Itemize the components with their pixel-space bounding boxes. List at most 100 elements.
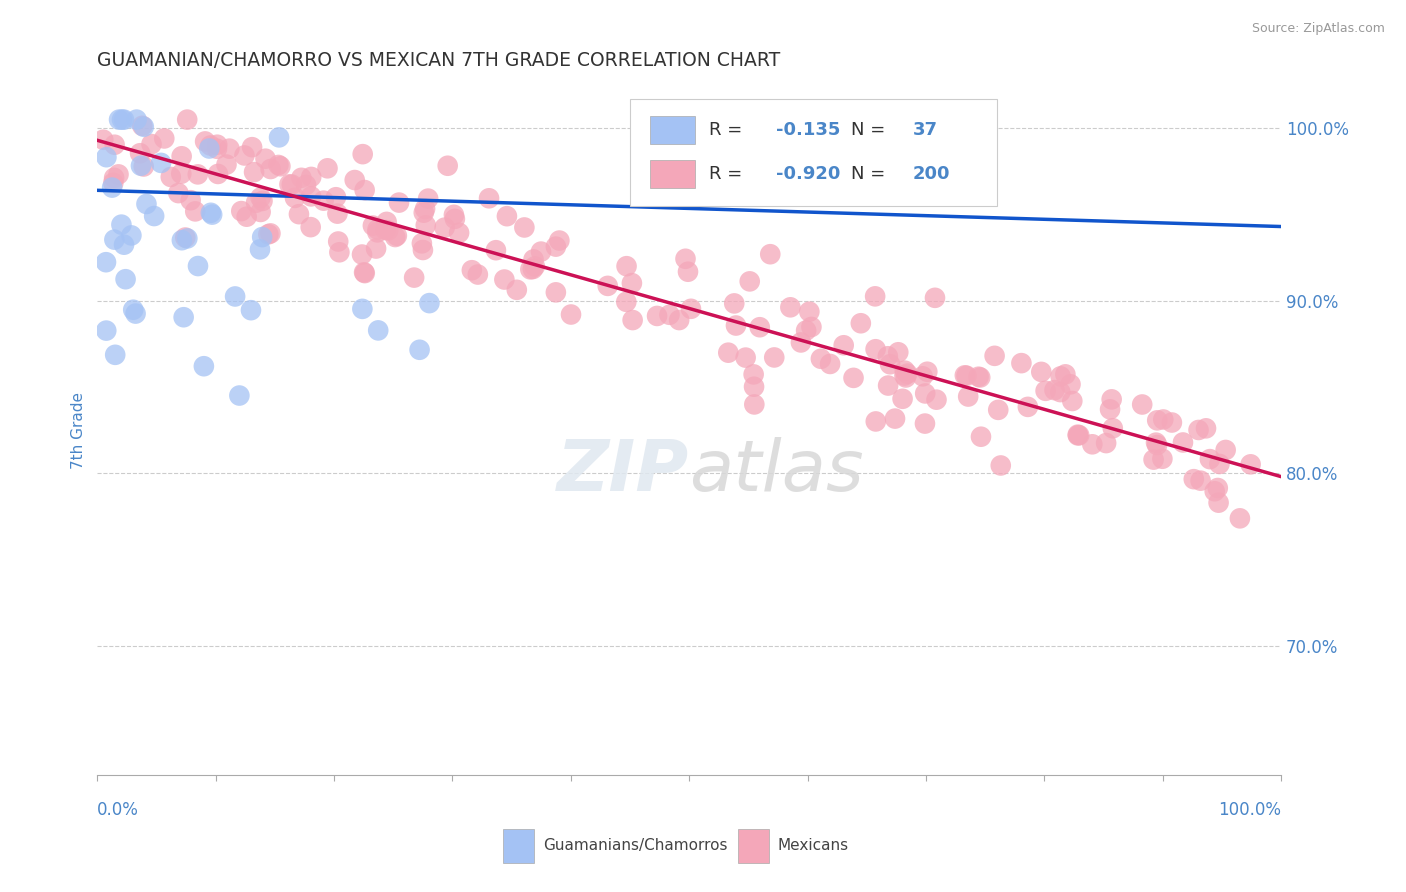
Point bbox=[1099, 402, 1122, 417]
Point bbox=[267, 158, 290, 172]
Point bbox=[143, 209, 166, 223]
Point bbox=[415, 219, 437, 233]
Point bbox=[738, 274, 761, 288]
Text: N =: N = bbox=[851, 121, 891, 139]
Point bbox=[485, 244, 508, 258]
Point bbox=[478, 191, 501, 205]
Point bbox=[180, 193, 202, 207]
Text: 200: 200 bbox=[912, 165, 950, 184]
Point bbox=[1152, 451, 1174, 466]
Text: 37: 37 bbox=[912, 121, 938, 139]
Point bbox=[645, 309, 668, 323]
Point bbox=[658, 308, 681, 322]
Point bbox=[404, 270, 426, 285]
Point bbox=[243, 165, 266, 179]
Point bbox=[1035, 384, 1057, 398]
Point bbox=[1043, 383, 1066, 397]
Text: 100.0%: 100.0% bbox=[1218, 801, 1281, 819]
Point bbox=[1067, 428, 1090, 442]
Point bbox=[114, 272, 136, 286]
Point bbox=[200, 138, 222, 153]
Point bbox=[91, 133, 114, 147]
Point bbox=[249, 205, 271, 219]
Point bbox=[444, 211, 467, 226]
Point bbox=[865, 343, 887, 357]
Point bbox=[259, 161, 281, 176]
Point bbox=[679, 301, 702, 316]
Point bbox=[675, 252, 697, 266]
Point bbox=[1095, 436, 1118, 450]
Point bbox=[967, 369, 990, 384]
Point bbox=[494, 272, 516, 286]
Point bbox=[668, 313, 690, 327]
Point bbox=[1146, 438, 1168, 452]
Point bbox=[295, 178, 318, 192]
Point bbox=[544, 285, 567, 300]
Point bbox=[1171, 435, 1194, 450]
Point bbox=[884, 411, 907, 425]
Point bbox=[269, 159, 291, 173]
Point bbox=[1142, 452, 1164, 467]
Point bbox=[170, 233, 193, 247]
Point bbox=[794, 324, 817, 338]
Point bbox=[267, 130, 290, 145]
Point bbox=[281, 178, 304, 192]
Point bbox=[112, 237, 135, 252]
Point bbox=[620, 276, 643, 290]
Point bbox=[1017, 400, 1039, 414]
Point bbox=[917, 365, 939, 379]
Point bbox=[433, 220, 456, 235]
Point bbox=[96, 324, 118, 338]
Text: ZIP: ZIP bbox=[557, 437, 689, 506]
Point bbox=[187, 167, 209, 181]
Point bbox=[215, 157, 238, 171]
Point bbox=[894, 370, 917, 384]
Point bbox=[122, 302, 145, 317]
Point bbox=[748, 320, 770, 334]
Text: Source: ZipAtlas.com: Source: ZipAtlas.com bbox=[1251, 22, 1385, 36]
Bar bbox=[650, 161, 695, 188]
Point bbox=[1199, 452, 1222, 467]
Point bbox=[353, 183, 375, 197]
Point bbox=[408, 343, 430, 357]
Point bbox=[744, 397, 766, 411]
Point bbox=[676, 265, 699, 279]
Point bbox=[104, 137, 127, 152]
Point bbox=[614, 294, 637, 309]
Point bbox=[250, 230, 273, 244]
Point bbox=[717, 345, 740, 359]
Point bbox=[184, 204, 207, 219]
Point bbox=[1067, 427, 1090, 442]
Point bbox=[413, 202, 436, 216]
Point bbox=[759, 247, 782, 261]
Point bbox=[523, 260, 546, 274]
Point bbox=[224, 289, 246, 303]
Point bbox=[1208, 457, 1230, 471]
Point bbox=[367, 222, 389, 236]
Point bbox=[418, 192, 440, 206]
Point bbox=[1059, 377, 1081, 392]
Point bbox=[207, 137, 229, 152]
Point bbox=[173, 310, 195, 325]
Point bbox=[328, 235, 350, 249]
Text: atlas: atlas bbox=[689, 437, 863, 506]
Point bbox=[1187, 423, 1209, 437]
Point bbox=[548, 234, 571, 248]
Point bbox=[513, 220, 536, 235]
Point bbox=[596, 278, 619, 293]
Point bbox=[328, 245, 350, 260]
Point bbox=[299, 189, 322, 203]
Point bbox=[969, 370, 991, 384]
Point bbox=[1240, 458, 1263, 472]
Point bbox=[911, 369, 934, 384]
Point bbox=[724, 318, 747, 333]
Point bbox=[800, 320, 823, 334]
Point bbox=[970, 430, 993, 444]
Point bbox=[987, 402, 1010, 417]
Point bbox=[111, 112, 134, 127]
Point bbox=[1206, 481, 1229, 495]
Point bbox=[316, 161, 339, 176]
Point bbox=[131, 119, 153, 133]
Point bbox=[530, 244, 553, 259]
Point bbox=[299, 169, 322, 184]
